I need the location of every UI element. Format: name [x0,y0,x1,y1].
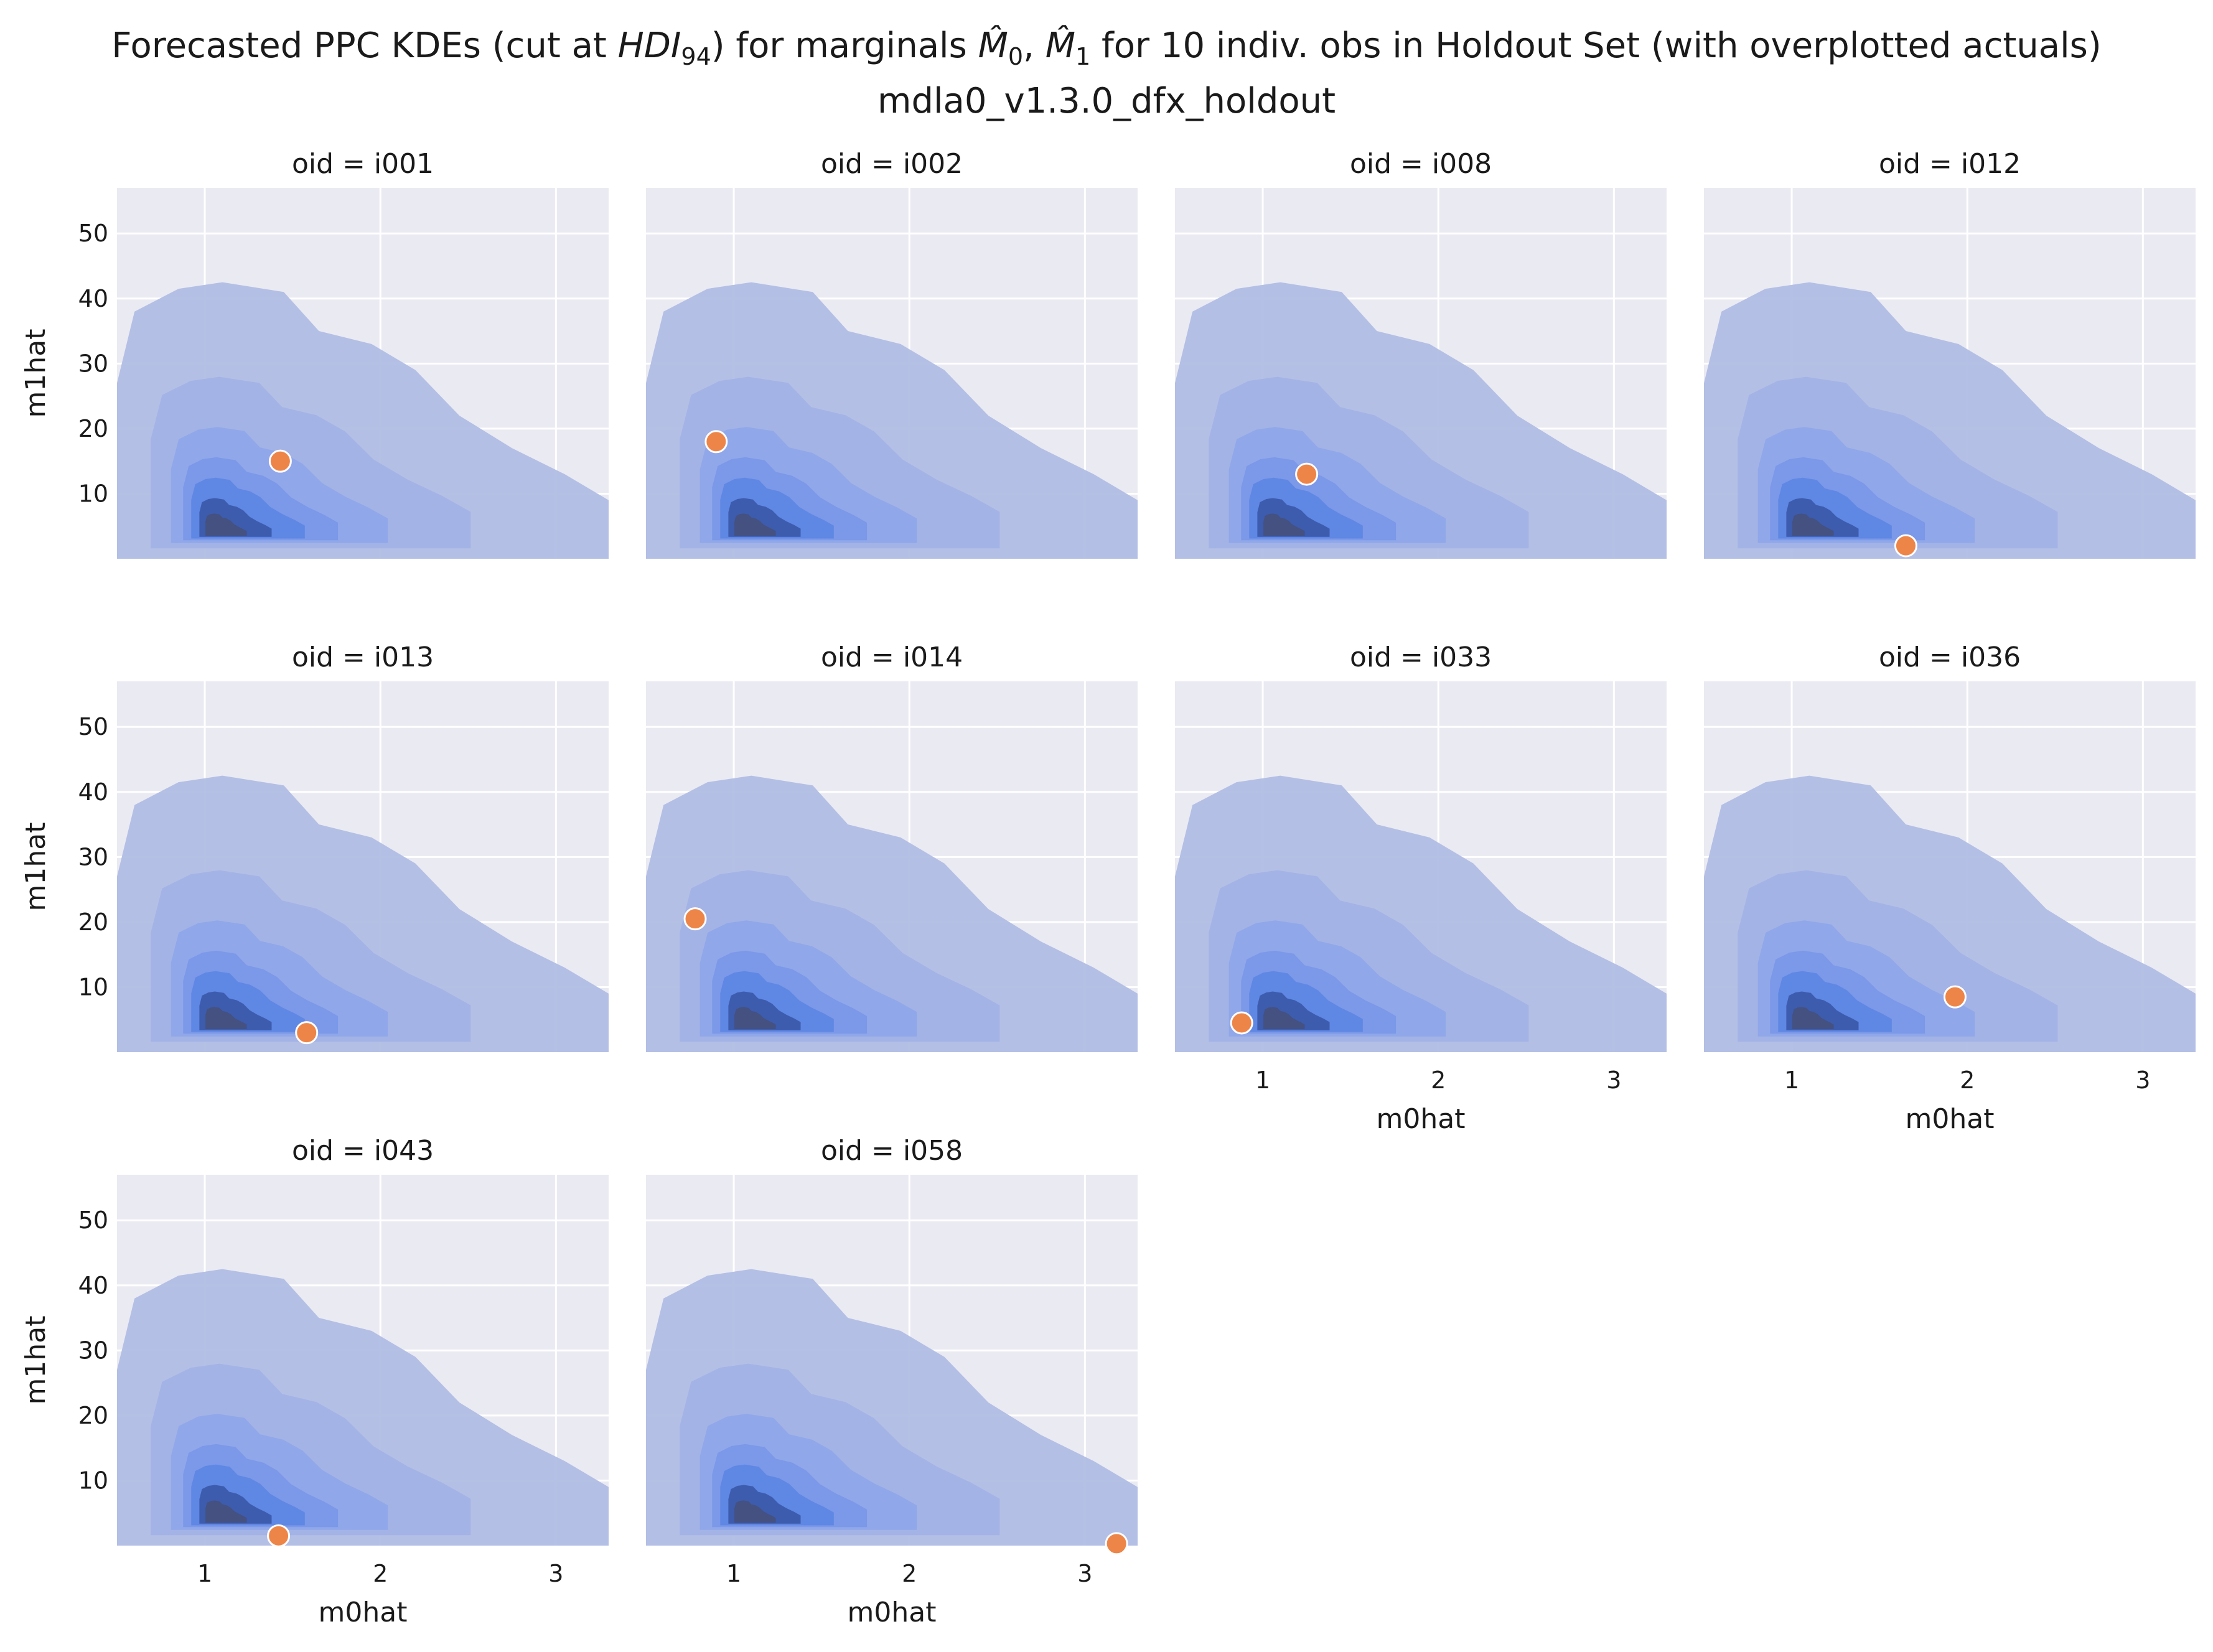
actual-point [1230,1011,1253,1035]
y-tick-label: 40 [78,285,108,312]
facet-panel: oid = i013 10 20 30 40 50 m1hat [20,642,609,1052]
facet-panel: oid = i001 10 20 30 40 50 m1hat [20,148,609,559]
y-axis-label: m1hat [20,823,52,912]
y-tick-label: 30 [78,350,108,377]
facet-title: oid = i043 [292,1135,434,1167]
kde-contours [646,1269,1138,1546]
kde-level-7 [734,1500,776,1523]
facet-title: oid = i008 [1350,148,1492,180]
x-tick-label: 1 [1784,1066,1799,1094]
y-tick-label: 40 [78,1272,108,1299]
x-tick-label: 2 [373,1560,388,1587]
kde-contours [117,1269,609,1546]
kde-level-7 [734,1007,776,1029]
kde-contours [1175,775,1667,1052]
x-axis-label: m0hat [1377,1103,1466,1135]
x-axis-label: m0hat [1906,1103,1995,1135]
y-axis-label: m1hat [20,329,52,418]
y-tick-label: 10 [78,480,108,507]
y-tick-label: 30 [78,1337,108,1364]
facet-title: oid = i012 [1879,148,2021,180]
kde-level-7 [1263,1007,1305,1029]
facet-panel: oid = i058 1 2 3 m0hat [646,1135,1138,1628]
y-tick-label: 50 [78,220,108,247]
kde-level-7 [205,1500,247,1523]
x-tick-label: 3 [548,1560,563,1587]
x-tick-label: 1 [1255,1066,1270,1094]
x-tick-label: 1 [197,1560,212,1587]
x-tick-label: 1 [726,1560,741,1587]
y-tick-label: 20 [78,908,108,936]
actual-point [267,1524,291,1547]
actual-point [1295,462,1319,486]
facet-title: oid = i001 [292,148,434,180]
kde-level-7 [1263,513,1305,536]
x-axis-label: m0hat [319,1597,408,1628]
facet-title: oid = i033 [1350,642,1492,673]
actual-point [295,1021,319,1045]
y-tick-label: 10 [78,973,108,1001]
facet-panel: oid = i008 [1175,148,1667,559]
facet-panel: oid = i033 1 2 3 m0hat [1175,642,1667,1135]
kde-level-7 [205,513,247,536]
kde-contours [646,775,1138,1052]
facet-title: oid = i002 [821,148,963,180]
actual-point [1943,985,1967,1009]
y-tick-label: 20 [78,415,108,442]
facet-panel: oid = i036 1 2 3 m0hat [1704,642,2196,1135]
kde-level-7 [734,513,776,536]
actual-point [704,430,728,454]
kde-level-7 [1792,1007,1834,1029]
facet-panel: oid = i043 10 20 30 40 50 m1hat 1 2 3 m0hat [20,1135,609,1628]
x-tick-label: 2 [1960,1066,1975,1094]
facet-title: oid = i058 [821,1135,963,1167]
facet-title: oid = i013 [292,642,434,673]
x-tick-label: 3 [1606,1066,1621,1094]
kde-contours [1704,775,2196,1052]
y-tick-label: 10 [78,1467,108,1494]
figure-title-line2: mdla0_v1.3.0_dfx_holdout [877,81,1336,122]
kde-contours [117,775,609,1052]
x-tick-label: 3 [1077,1560,1092,1587]
y-tick-label: 50 [78,1206,108,1234]
y-tick-label: 50 [78,713,108,740]
figure-title: Forecasted PPC KDEs (cut at HDI94) for m… [0,24,2213,124]
x-axis-label: m0hat [848,1597,937,1628]
figure-title-line1: Forecasted PPC KDEs (cut at HDI94) for m… [111,26,2102,71]
actual-point [268,449,292,473]
actual-point [1894,534,1917,558]
kde-level-7 [205,1007,247,1029]
kde-level-7 [1792,513,1834,536]
y-tick-label: 40 [78,778,108,806]
actual-point [1105,1532,1128,1556]
facet-panel: oid = i012 [1704,148,2196,559]
y-tick-label: 30 [78,843,108,870]
kde-contours [646,282,1138,559]
x-tick-label: 2 [1431,1066,1446,1094]
facet-title: oid = i014 [821,642,963,673]
x-tick-label: 3 [2135,1066,2150,1094]
facet-panel: oid = i014 [646,642,1138,1052]
x-tick-label: 2 [902,1560,917,1587]
kde-contours [117,282,609,559]
facet-title: oid = i036 [1879,642,2021,673]
y-tick-label: 20 [78,1402,108,1429]
kde-contours [1175,282,1667,559]
kde-contours [1704,282,2196,559]
actual-point [683,907,707,931]
facet-panel: oid = i002 [646,148,1138,559]
y-axis-label: m1hat [20,1316,52,1405]
